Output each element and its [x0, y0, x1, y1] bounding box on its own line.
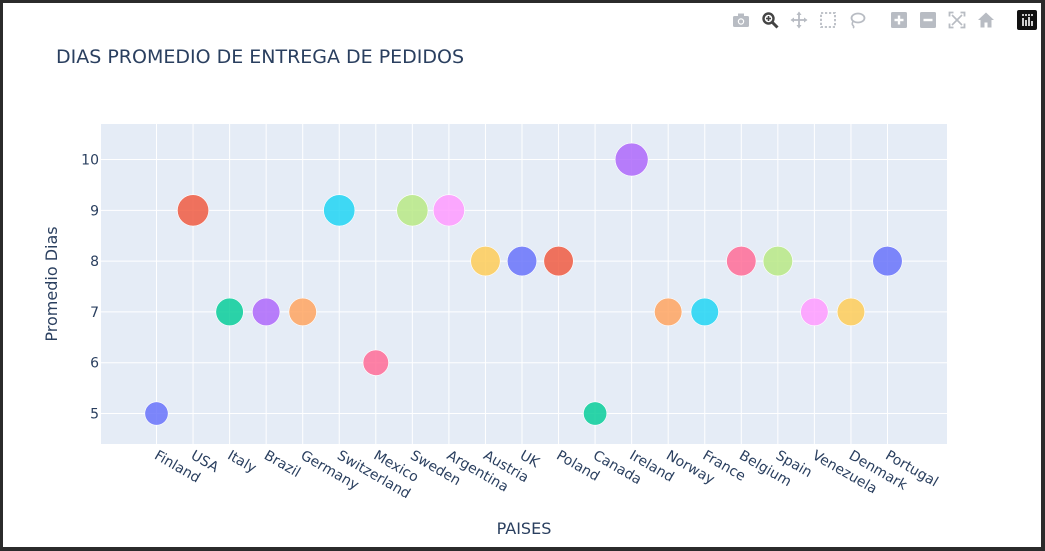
zoom-out-button[interactable] [917, 9, 939, 31]
reset-axes-button[interactable] [975, 9, 997, 31]
plot-area[interactable] [101, 124, 947, 444]
x-axis-title: PAISES [497, 519, 552, 538]
box-select-icon [820, 12, 836, 28]
plotly-logo-icon [1022, 14, 1033, 26]
y-tick-label: 8 [90, 254, 99, 270]
data-point[interactable] [177, 194, 210, 227]
data-point[interactable] [506, 246, 538, 277]
x-tick-label: Italy [225, 448, 259, 477]
chart-frame: 5 6 7 8 9 10 Finland USA Italy Brazil Germany Swit… [3, 3, 1041, 547]
y-axis-ticks: 5 6 7 8 9 10 [81, 153, 99, 423]
data-point[interactable] [583, 401, 608, 426]
y-tick-label: 5 [90, 407, 99, 423]
data-point[interactable] [144, 401, 169, 426]
autoscale-icon [948, 11, 966, 29]
pan-button[interactable] [788, 9, 810, 31]
y-tick-label: 10 [81, 153, 99, 169]
autoscale-button[interactable] [946, 9, 968, 31]
data-point[interactable] [726, 246, 757, 277]
y-tick-label: 7 [90, 305, 99, 321]
zoom-in-button[interactable] [888, 9, 910, 31]
modebar [730, 9, 1037, 31]
zoom-icon [762, 12, 779, 29]
data-points [144, 142, 903, 426]
plotly-logo-button[interactable] [1017, 10, 1037, 30]
y-tick-label: 6 [90, 356, 99, 372]
data-point[interactable] [252, 297, 281, 327]
chart-title: DIAS PROMEDIO DE ENTREGA DE PEDIDOS [56, 46, 464, 68]
data-point[interactable] [323, 194, 356, 227]
data-point[interactable] [872, 246, 903, 277]
data-point[interactable] [543, 246, 574, 277]
data-point[interactable] [690, 297, 719, 327]
data-point[interactable] [362, 349, 389, 376]
camera-button[interactable] [730, 9, 752, 31]
reset-axes-icon [978, 12, 994, 28]
camera-icon [733, 13, 749, 27]
data-point[interactable] [800, 297, 829, 327]
lasso-select-button[interactable] [846, 9, 868, 31]
pan-icon [790, 11, 808, 29]
data-point[interactable] [396, 194, 429, 227]
data-point[interactable] [836, 297, 866, 327]
grid-lines [101, 124, 947, 444]
zoom-button[interactable] [759, 9, 781, 31]
lasso-select-icon [850, 12, 866, 29]
data-point[interactable] [215, 297, 244, 327]
data-point[interactable] [654, 297, 683, 327]
data-point[interactable] [470, 246, 501, 277]
box-select-button[interactable] [817, 9, 839, 31]
zoom-in-icon [891, 12, 907, 28]
y-axis-title: Promedio Dias [42, 226, 61, 341]
zoom-out-icon [920, 12, 936, 28]
y-tick-label: 9 [90, 203, 99, 219]
data-point[interactable] [288, 297, 317, 327]
data-point[interactable] [762, 246, 793, 277]
data-point[interactable] [432, 194, 465, 227]
data-point[interactable] [614, 142, 649, 177]
x-tick-label: Brazil [261, 448, 303, 481]
